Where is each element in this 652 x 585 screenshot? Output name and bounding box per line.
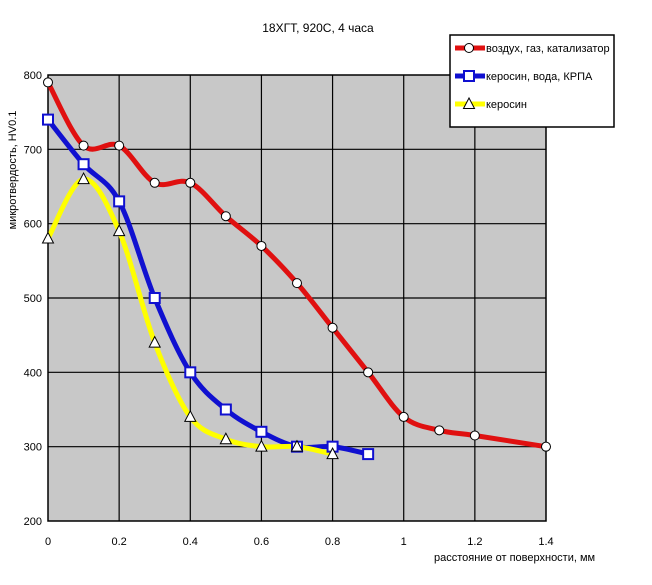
legend-items: воздух, газ, катализатор керосин, вода, К… (455, 43, 610, 111)
data-point-series-2 (362, 448, 375, 461)
data-point-series-3 (326, 447, 339, 460)
data-point-series-3 (183, 409, 197, 422)
data-point-series-2 (148, 292, 161, 304)
data-point-series-2 (113, 195, 126, 208)
data-point-series-1 (43, 77, 53, 88)
y-tick-label: 800 (24, 70, 42, 82)
data-point-series-3 (112, 224, 126, 237)
y-tick-label: 600 (24, 219, 42, 231)
x-tick-label: 0.4 (183, 536, 198, 548)
data-point-series-3 (255, 439, 268, 452)
data-point-series-2 (42, 113, 54, 126)
data-point-series-1 (434, 425, 445, 436)
data-point-series-3 (290, 439, 304, 452)
data-point-series-2 (219, 403, 232, 416)
legend-label-3: керосин (486, 99, 527, 111)
y-tick-label: 300 (24, 442, 42, 454)
legend: воздух, газ, катализатор керосин, вода, К… (449, 34, 615, 128)
data-point-series-3 (219, 432, 233, 445)
x-tick-label: 0.2 (111, 536, 126, 548)
x-tick-label: 0.8 (325, 536, 340, 548)
data-point-series-2 (255, 425, 268, 438)
y-tick-label: 200 (24, 516, 42, 528)
x-tick-label: 0 (45, 536, 51, 548)
data-point-series-1 (363, 367, 374, 378)
data-point-series-1 (185, 177, 196, 188)
chart-title: 18ХГТ, 920С, 4 часа (262, 21, 374, 35)
y-tick-label: 400 (24, 367, 42, 379)
y-tick-label: 500 (24, 293, 42, 305)
y-tick-label: 700 (24, 144, 42, 156)
data-point-series-3 (148, 335, 162, 348)
legend-marker-1 (464, 43, 474, 53)
x-tick-label: 1.4 (538, 536, 553, 548)
legend-marker-2 (463, 70, 475, 82)
tick-labels: 0 0.2 0.4 0.6 0.8 1 1.2 1.4 200 300 400 500 600 700 80… (24, 70, 554, 548)
data-point-series-1 (256, 240, 267, 251)
data-point-series-1 (114, 140, 125, 151)
data-point-series-1 (327, 322, 338, 333)
data-point-series-1 (541, 441, 551, 452)
y-axis-label: микротвердость, HV0.1 (7, 111, 19, 230)
data-point-series-1 (78, 140, 89, 151)
legend-label-1: воздух, газ, катализатор (486, 43, 610, 55)
data-point-series-2 (184, 366, 197, 379)
data-point-series-1 (292, 278, 302, 289)
x-tick-label: 0.6 (254, 536, 269, 548)
data-point-series-3 (77, 171, 90, 185)
x-tick-label: 1 (401, 536, 407, 548)
data-point-series-1 (469, 430, 480, 441)
data-point-series-1 (398, 411, 409, 422)
data-point-series-3 (41, 231, 55, 244)
series-markers (41, 77, 551, 461)
data-point-series-1 (220, 211, 231, 222)
data-point-series-2 (77, 158, 90, 171)
x-axis-label: расстояние от поверхности, мм (434, 552, 595, 564)
legend-label-2: керосин, вода, КРПА (486, 71, 593, 83)
data-point-series-1 (149, 177, 160, 188)
series-line-3 (45, 176, 336, 457)
legend-marker-3 (462, 96, 476, 109)
x-tick-label: 1.2 (467, 536, 482, 548)
